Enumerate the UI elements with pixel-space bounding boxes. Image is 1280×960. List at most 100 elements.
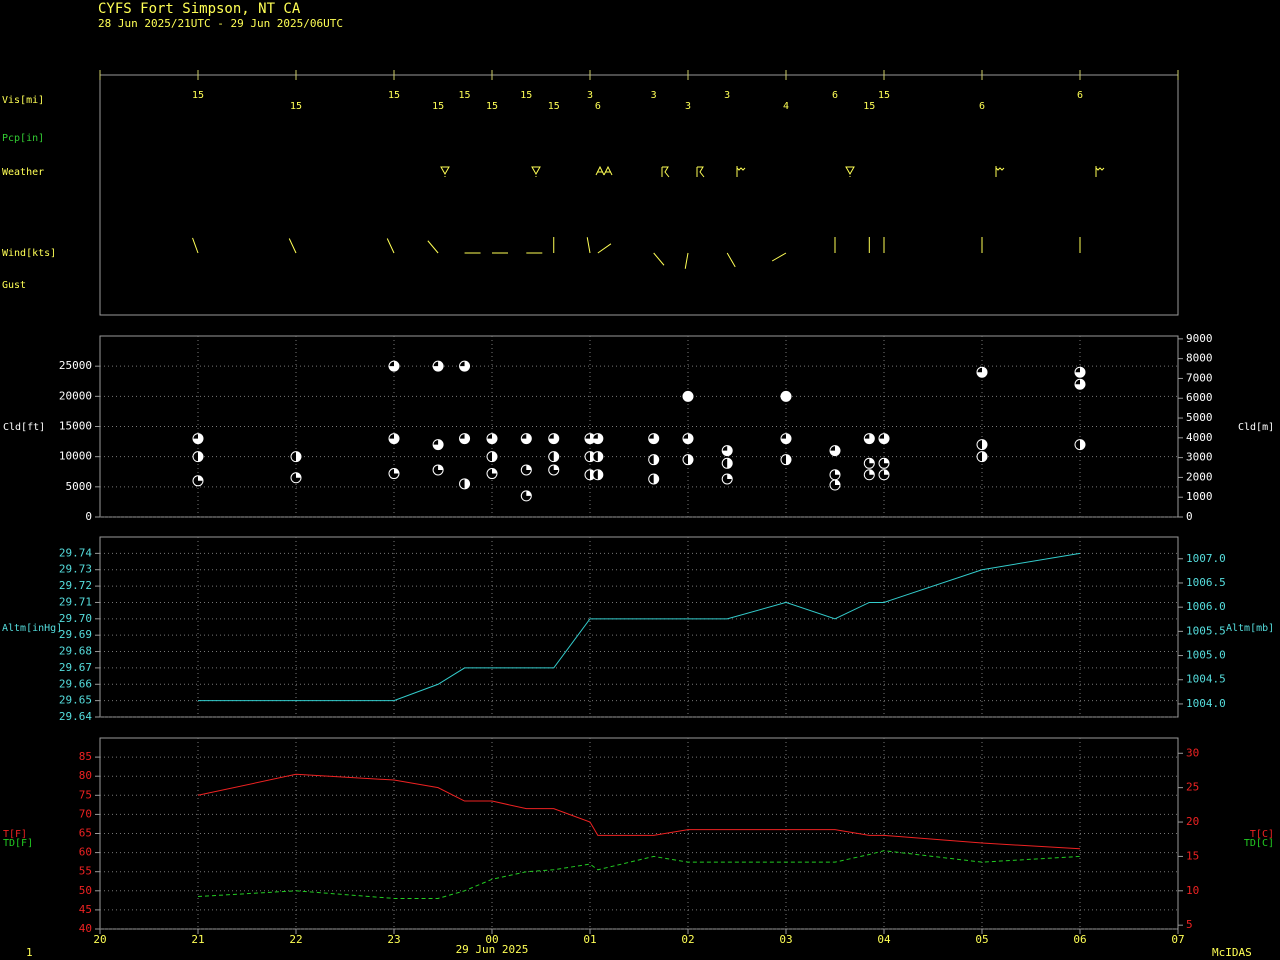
cloud-symbol: [459, 360, 471, 372]
wind-barb: [386, 238, 395, 254]
cloud-symbol: [432, 464, 444, 476]
y2-tick-label: 1007.0: [1186, 552, 1226, 565]
cloud-cover: [438, 464, 444, 470]
y-tick-label: 60: [79, 846, 92, 859]
visibility-label: 15: [290, 101, 302, 112]
cloud-cover: [884, 458, 889, 464]
cloud-cover: [982, 439, 988, 450]
y-axis-label: Cld[ft]: [3, 422, 45, 433]
cloud-cover: [198, 451, 204, 462]
cloud-symbol: [432, 360, 444, 372]
y2-tick-label: 7000: [1186, 371, 1213, 384]
visibility-label: 15: [459, 90, 471, 101]
cloud-cover: [1080, 439, 1085, 450]
cloud-cover: [394, 468, 399, 474]
y2-tick-label: 1005.5: [1186, 624, 1226, 637]
cloud-cover: [864, 433, 875, 444]
y2-tick-label: 1005.0: [1186, 649, 1226, 662]
cloud-cover: [526, 490, 532, 496]
weather-symbol: [595, 165, 613, 176]
y-tick-label: 75: [79, 788, 92, 801]
cloud-symbol: [192, 475, 204, 487]
cloud-cover: [198, 475, 203, 481]
cloud-cover: [433, 439, 444, 450]
cloud-cover: [1075, 367, 1085, 378]
software: McIDAS: [1212, 946, 1252, 959]
visibility-label: 3: [651, 90, 657, 101]
cloud-symbol: [829, 469, 841, 481]
cloud-symbol: [486, 468, 498, 480]
cloud-cover: [296, 451, 301, 462]
y-tick-label: 29.73: [59, 563, 92, 576]
cloud-symbol: [290, 451, 302, 463]
x-axis-label: 29 Jun 2025: [456, 943, 529, 956]
cloud-cover: [389, 433, 399, 444]
cloud-cover: [781, 433, 791, 444]
y-tick-label: 55: [79, 865, 92, 878]
y2-tick-label: 1006.5: [1186, 576, 1226, 589]
y-tick-label: 29.66: [59, 677, 92, 690]
x-tick-label: 01: [583, 933, 596, 946]
row-label: Weather: [2, 167, 44, 178]
y-tick-label: 50: [79, 884, 92, 897]
cloud-symbol: [520, 464, 532, 476]
cloud-cover: [653, 454, 659, 465]
cloud-symbol: [863, 469, 875, 481]
cloud-symbol: [592, 451, 604, 463]
y-tick-label: 29.70: [59, 612, 92, 625]
cloud-cover: [492, 468, 497, 474]
wind-barb: [192, 237, 199, 254]
weather-symbols: [440, 165, 1105, 178]
visibility-label: 6: [979, 101, 985, 112]
y2-axis-label: TD[C]: [1244, 838, 1274, 849]
y-axis-label: T[F]: [3, 829, 27, 840]
cloud-symbol: [682, 433, 694, 445]
wind-barb: [771, 252, 787, 262]
cloud-cover: [648, 433, 659, 444]
x-tick-label: 22: [289, 933, 302, 946]
cloud-symbol: [548, 464, 560, 476]
cloud-symbol: [290, 472, 302, 484]
cloud-cover: [526, 464, 532, 470]
visibility-label: 3: [587, 90, 593, 101]
y2-tick-label: 1006.0: [1186, 600, 1226, 613]
visibility-label: 6: [595, 101, 601, 112]
y-tick-label: 5000: [66, 480, 93, 493]
visibility-label: 15: [388, 90, 400, 101]
cloud-symbol: [878, 433, 890, 445]
y-tick-label: 20000: [59, 389, 92, 402]
visibility-label: 4: [783, 101, 789, 112]
wind-barb: [726, 252, 736, 268]
wind-barb: [597, 243, 612, 254]
y-tick-label: 29.71: [59, 595, 92, 608]
cloud-symbol: [878, 469, 890, 481]
y-axis-label: Altm[inHg]: [2, 623, 62, 634]
y2-tick-label: 8000: [1186, 352, 1213, 365]
x-tick-label: 00: [485, 933, 498, 946]
cloud-cover: [884, 469, 889, 475]
cloud-cover: [459, 433, 470, 444]
weather-symbol: [995, 166, 1005, 177]
weather-symbol: [736, 166, 746, 177]
y2-axis-label: Cld[m]: [1238, 422, 1274, 433]
visibility-label: 6: [832, 90, 838, 101]
visibility-label: 15: [432, 101, 444, 112]
cloud-cover: [459, 361, 470, 372]
y2-tick-label: 1004.0: [1186, 697, 1226, 710]
panel-frame: [99, 74, 1179, 316]
y2-tick-label: 2000: [1186, 470, 1213, 483]
row-label: Vis[mi]: [2, 95, 44, 106]
cloud-symbol: [878, 457, 890, 469]
y2-tick-label: 25: [1186, 781, 1199, 794]
y2-tick-label: 5: [1186, 918, 1193, 931]
cloud-cover: [597, 469, 603, 480]
cloud-symbol: [648, 473, 660, 485]
x-tick-label: 23: [387, 933, 400, 946]
cloud-symbol: [1074, 378, 1086, 390]
y-axis-label: TD[F]: [3, 838, 33, 849]
cloud-cover: [786, 454, 791, 465]
cloud-symbol: [592, 433, 604, 445]
x-tick-label: 02: [681, 933, 694, 946]
y2-tick-label: 20: [1186, 815, 1199, 828]
